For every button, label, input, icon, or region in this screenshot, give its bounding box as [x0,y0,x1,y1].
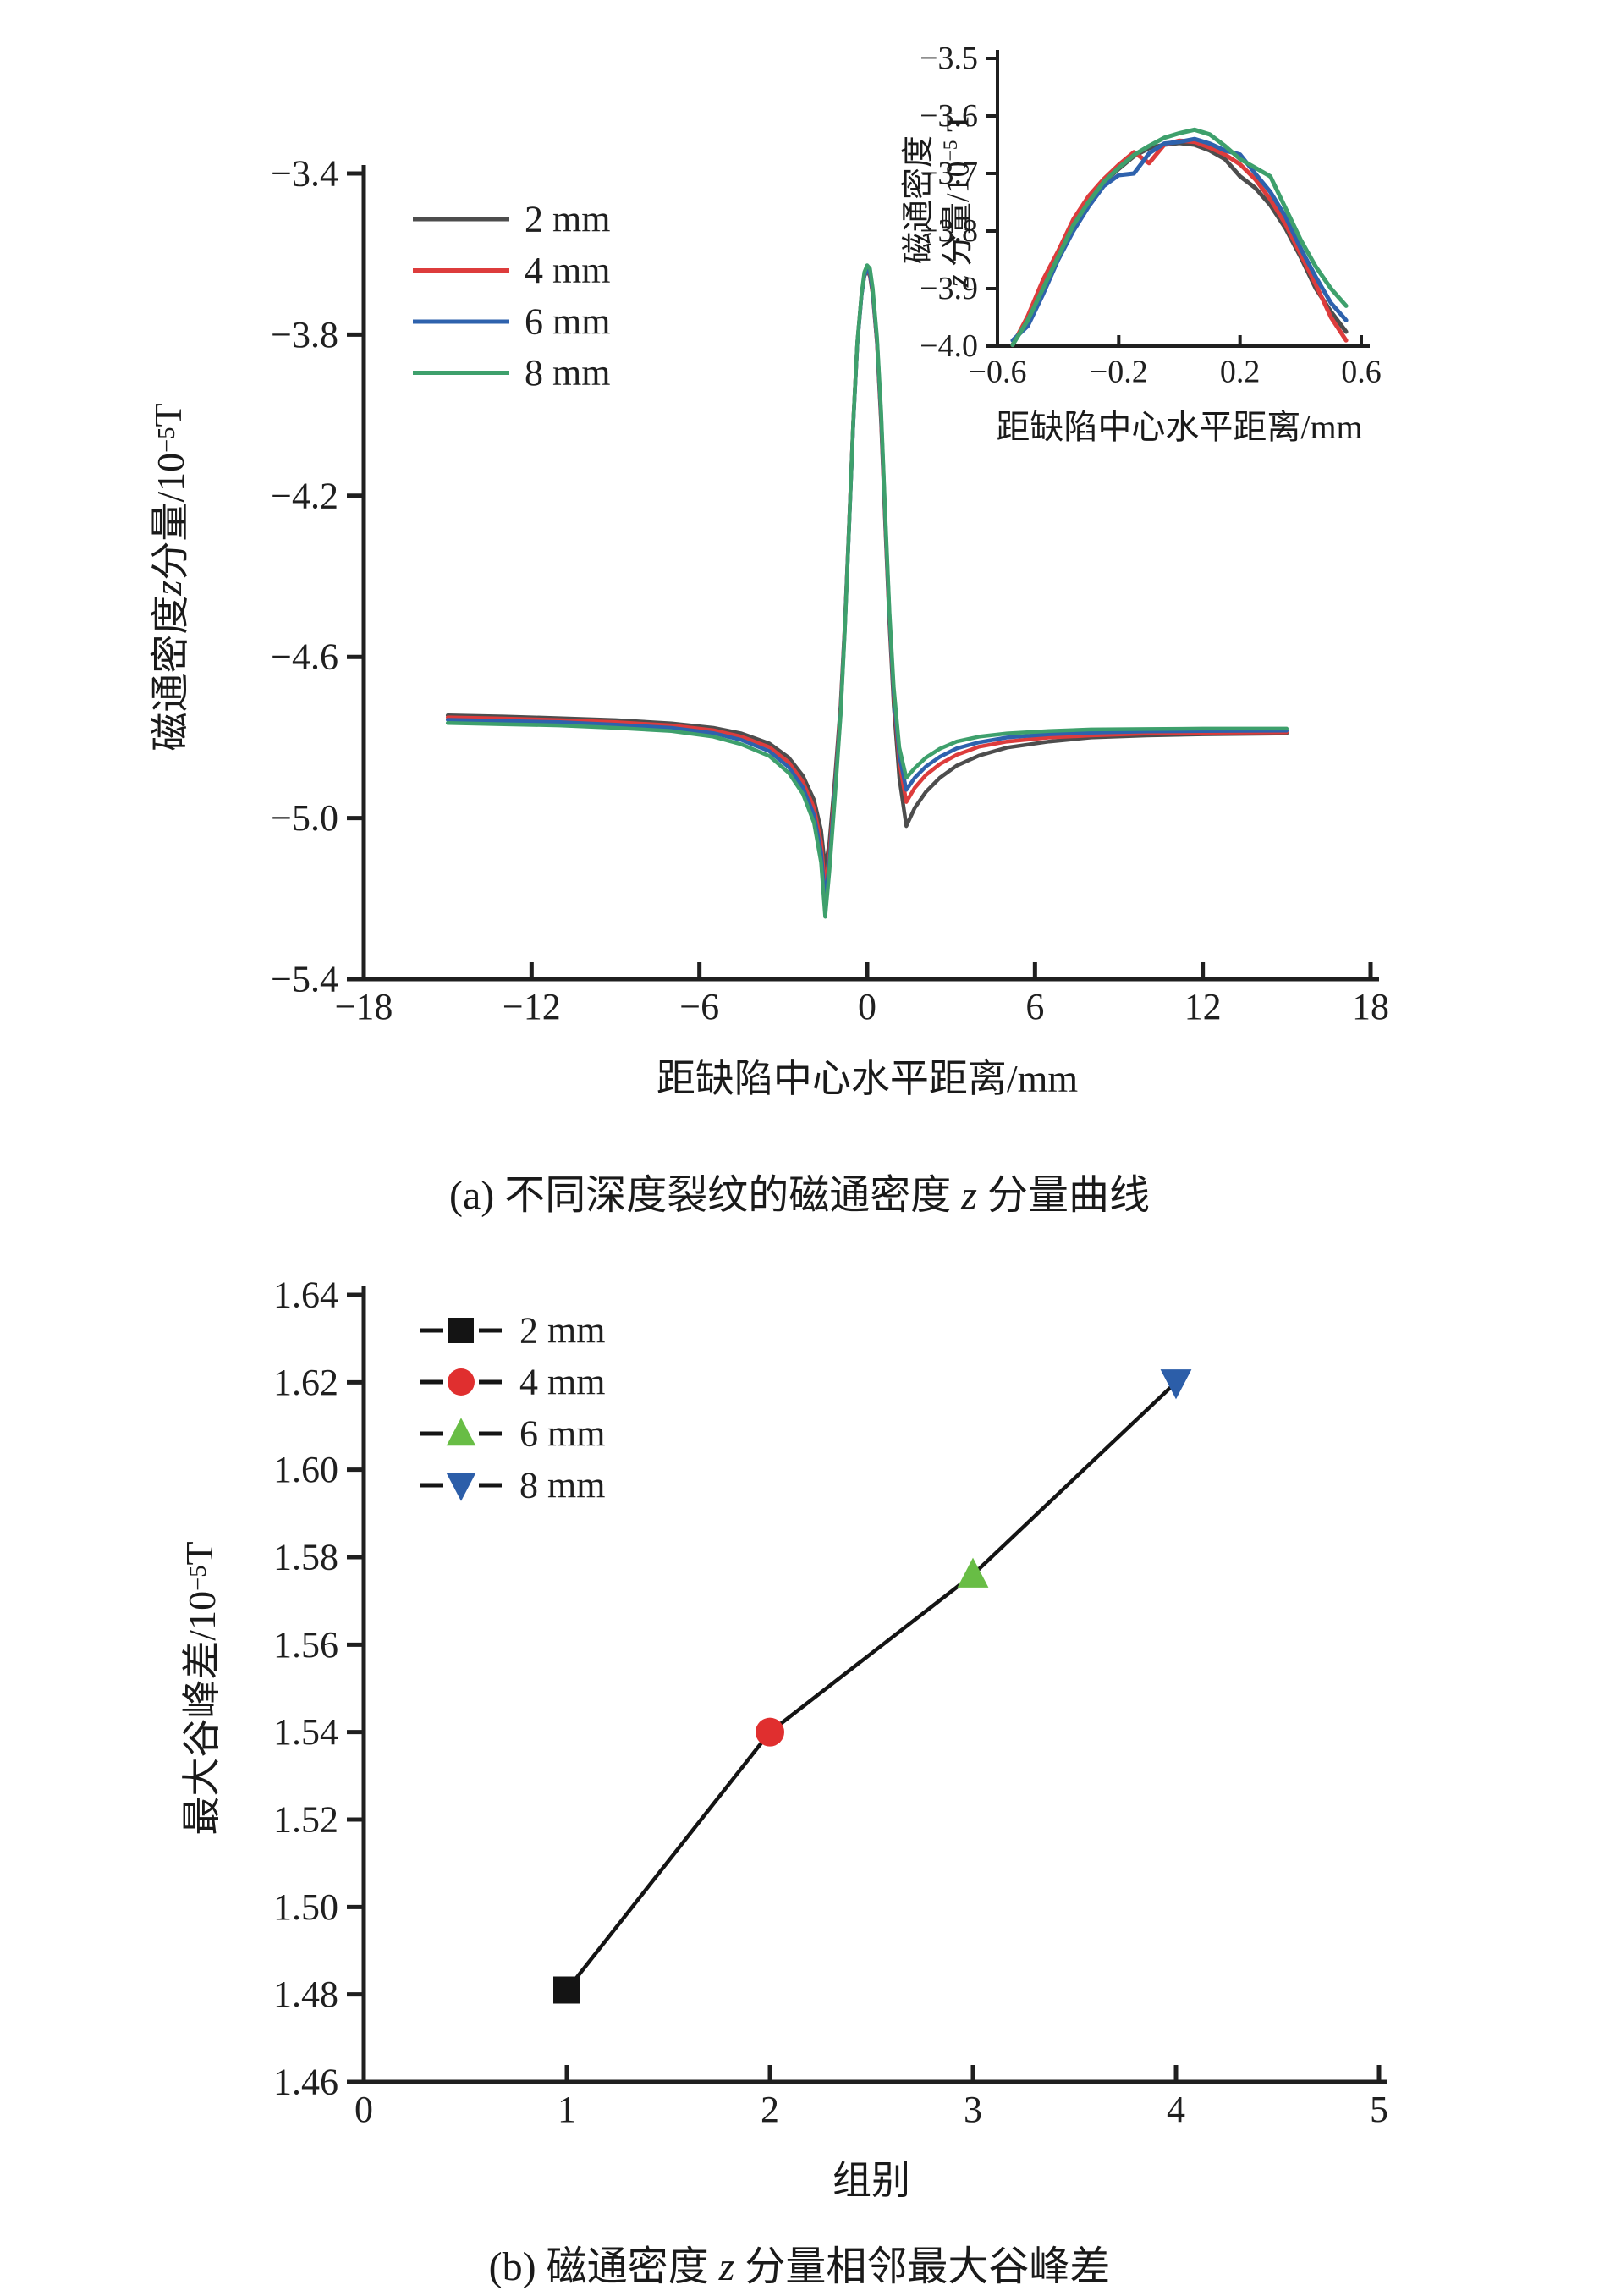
svg-text:−3.4: −3.4 [271,153,338,195]
svg-text:8 mm: 8 mm [525,352,610,394]
curve-8mm [445,263,1289,919]
svg-text:−3.5: −3.5 [920,41,978,76]
svg-text:−4.2: −4.2 [271,475,338,516]
chart-b-axes: 0 1 2 3 4 5 1.46 1.48 1.50 1.52 1.54 1.56 1.58 1.60 1.… [273,1275,1388,2131]
svg-text:1.64: 1.64 [273,1275,338,1316]
svg-text:0.2: 0.2 [1220,354,1261,389]
svg-text:12: 12 [1184,986,1222,1027]
point-6mm [957,1557,989,1588]
svg-text:1.50: 1.50 [273,1886,338,1928]
chart-a-axes: −18 −12 −6 0 6 12 18 −3.4 −3.8 −4.2 −4.6 −5.0 −5.4 [271,153,1389,1028]
svg-text:−5.0: −5.0 [271,797,338,839]
svg-text:−18: −18 [335,986,393,1027]
svg-text:0: 0 [354,2089,373,2130]
inset-y-axis-label: 磁通密度 z 分量/10−5 T [901,112,976,288]
inset-x-axis-label: 距缺陷中心水平距离/mm [996,408,1363,446]
svg-text:−3.7: −3.7 [920,156,978,191]
inset-series [1010,127,1349,348]
svg-text:−5.4: −5.4 [271,959,338,1000]
point-2mm [553,1976,580,2004]
svg-text:4 mm: 4 mm [525,250,610,291]
caption-b: (b) 磁通密度 z 分量相邻最大谷峰差 [488,2244,1111,2289]
svg-text:1.60: 1.60 [273,1449,338,1490]
svg-text:−3.8: −3.8 [271,314,338,355]
svg-text:−6: −6 [679,986,719,1027]
svg-text:−3.9: −3.9 [920,271,978,306]
svg-text:1.46: 1.46 [273,2062,338,2103]
inset-axes: −0.6 −0.2 0.2 0.6 −3.5 −3.6 −3.7 −3.8 −3.9 −4.0 [920,41,1382,389]
svg-text:3: 3 [964,2089,982,2130]
point-4mm [756,1717,784,1747]
svg-text:−12: −12 [503,986,561,1027]
svg-text:1.58: 1.58 [273,1537,338,1578]
svg-text:4 mm: 4 mm [519,1362,605,1403]
svg-text:2: 2 [761,2089,779,2130]
chart-b-legend: 2 mm 4 mm 6 mm 8 mm [420,1310,605,1506]
svg-text:−3.6: −3.6 [920,98,978,134]
svg-text:1: 1 [558,2089,576,2130]
caption-a: (a) 不同深度裂纹的磁通密度 z 分量曲线 [449,1173,1150,1218]
svg-text:1.62: 1.62 [273,1362,338,1403]
chart-a-y-axis-label: 磁通密度 z 分量/10 −5 T [146,403,193,752]
chart-a-legend: 2 mm 4 mm 6 mm 8 mm [413,199,610,394]
svg-text:6 mm: 6 mm [525,301,610,343]
svg-text:−0.6: −0.6 [969,354,1027,389]
svg-text:0.6: 0.6 [1341,354,1382,389]
point-8mm [1160,1369,1192,1400]
svg-text:5: 5 [1370,2089,1388,2130]
chart-b-y-axis-label: 最大谷峰差/10 −5 T [177,1541,224,1836]
svg-text:2 mm: 2 mm [525,199,610,240]
svg-text:1.52: 1.52 [273,1799,338,1841]
svg-text:1.56: 1.56 [273,1624,338,1666]
svg-text:−3.8: −3.8 [920,213,978,249]
svg-text:6: 6 [1025,986,1044,1027]
svg-text:6 mm: 6 mm [519,1413,605,1455]
chart-a-x-axis-label: 距缺陷中心水平距离/mm [656,1057,1079,1100]
svg-text:0: 0 [858,986,876,1027]
svg-text:8 mm: 8 mm [519,1465,605,1506]
chart-a-series [445,263,1289,919]
svg-text:−0.2: −0.2 [1090,354,1148,389]
svg-text:1.54: 1.54 [273,1711,338,1753]
svg-text:1.48: 1.48 [273,1974,338,2015]
svg-text:4: 4 [1167,2089,1185,2130]
chart-b-series [553,1369,1192,2004]
svg-text:−4.6: −4.6 [271,636,338,678]
svg-text:2 mm: 2 mm [519,1310,605,1352]
svg-text:−4.0: −4.0 [920,328,978,364]
chart-b-x-axis-label: 组别 [832,2159,910,2202]
svg-text:18: 18 [1352,986,1389,1027]
